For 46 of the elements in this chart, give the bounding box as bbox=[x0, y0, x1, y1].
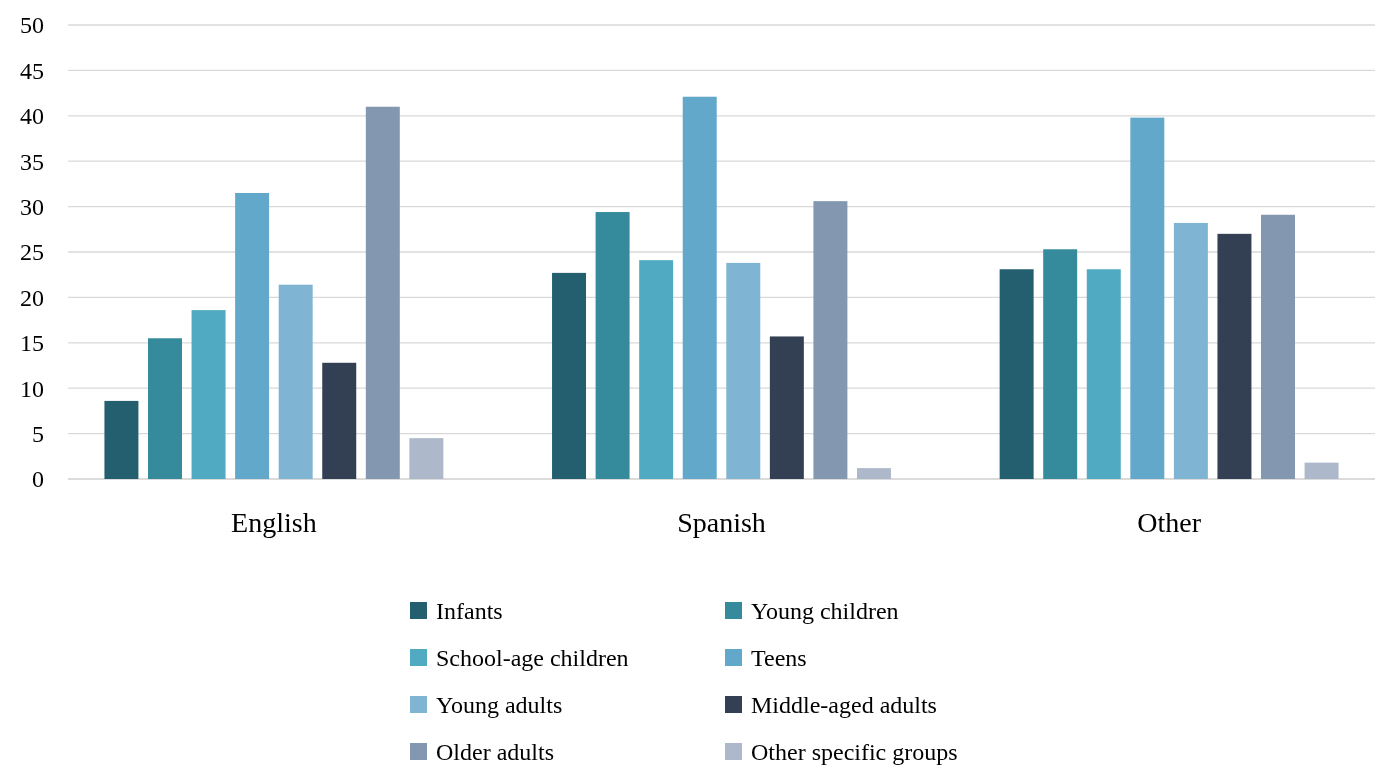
bar bbox=[1043, 249, 1078, 479]
bar bbox=[595, 212, 630, 479]
bar bbox=[148, 338, 182, 479]
y-tick-label: 5 bbox=[32, 421, 44, 447]
bar bbox=[1130, 117, 1165, 479]
legend-label: Teens bbox=[751, 645, 807, 672]
y-tick-label: 35 bbox=[20, 148, 44, 175]
y-tick-label: 50 bbox=[20, 12, 44, 39]
bar bbox=[409, 438, 444, 479]
bar bbox=[365, 106, 400, 479]
bar bbox=[235, 192, 270, 479]
bar bbox=[1173, 222, 1208, 479]
bar bbox=[769, 336, 804, 479]
legend-label: Other specific groups bbox=[751, 739, 958, 766]
legend-label: Middle-aged adults bbox=[751, 692, 937, 719]
bar bbox=[104, 400, 139, 479]
x-tick-label: Other bbox=[1137, 507, 1202, 538]
legend-label: Older adults bbox=[436, 739, 554, 766]
y-tick-label: 45 bbox=[20, 57, 44, 84]
x-tick-label: Spanish bbox=[677, 507, 766, 538]
y-tick-label: 15 bbox=[20, 330, 44, 357]
y-tick-label: 10 bbox=[20, 375, 44, 402]
y-tick-label: 25 bbox=[20, 239, 44, 266]
bar bbox=[1304, 462, 1339, 479]
legend-label: School-age children bbox=[436, 645, 629, 672]
bar bbox=[726, 262, 761, 479]
bar bbox=[856, 468, 891, 479]
legend-label: Infants bbox=[436, 598, 503, 625]
y-tick-label: 20 bbox=[20, 284, 44, 311]
bar bbox=[639, 260, 674, 479]
y-tick-label: 0 bbox=[32, 466, 44, 493]
bar bbox=[191, 310, 226, 479]
y-tick-label: 40 bbox=[20, 103, 44, 130]
bar bbox=[1217, 233, 1252, 479]
bar bbox=[1261, 214, 1295, 479]
legend-label: Young children bbox=[751, 598, 899, 625]
bar bbox=[322, 362, 357, 479]
bar bbox=[813, 201, 848, 479]
y-tick-label: 30 bbox=[20, 194, 44, 220]
legend-label: Young adults bbox=[436, 692, 563, 719]
bar bbox=[999, 269, 1034, 479]
x-tick-label: English bbox=[231, 507, 317, 538]
bar bbox=[1086, 269, 1121, 479]
bar bbox=[278, 284, 313, 479]
bar bbox=[552, 272, 587, 479]
bar bbox=[682, 96, 717, 479]
